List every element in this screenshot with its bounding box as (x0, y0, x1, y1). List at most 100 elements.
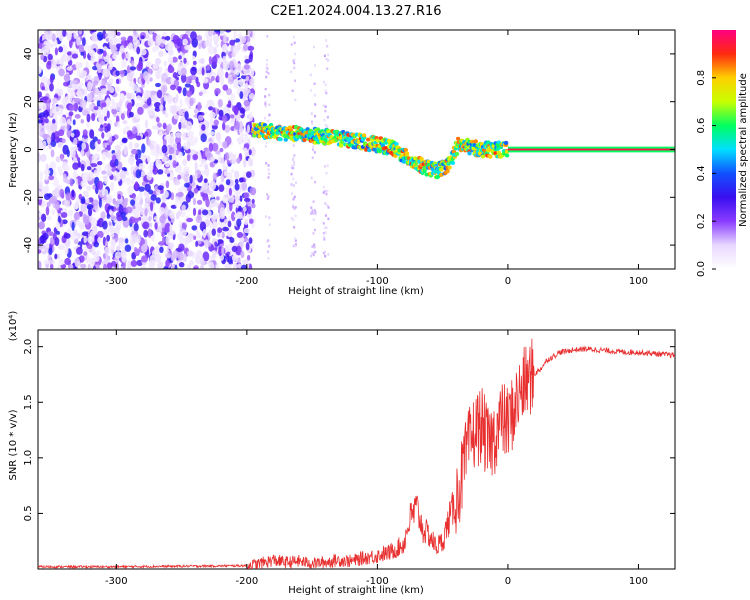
heatmap-cell (310, 206, 313, 209)
heatmap-cell (189, 139, 196, 146)
heatmap-cell (38, 139, 43, 149)
heatmap-cell (221, 246, 225, 256)
heatmap-cell (326, 125, 328, 128)
heatmap-cell (211, 228, 216, 236)
heatmap-cell (311, 245, 314, 248)
x-tick-label: -200 (236, 276, 259, 287)
heatmap-cell (222, 34, 227, 44)
heatmap-cell (201, 124, 206, 131)
heatmap-cell (159, 104, 164, 112)
heatmap-cell (182, 87, 187, 97)
heatmap-cell (222, 122, 226, 131)
heatmap-cell (160, 42, 165, 48)
heatmap-cell (233, 30, 237, 41)
heatmap-cell (178, 262, 185, 268)
heatmap-cell (154, 106, 161, 112)
heatmap-cell (247, 124, 250, 134)
heatmap-cell (211, 56, 218, 66)
heatmap-cell (292, 244, 295, 248)
heatmap-cell (120, 36, 127, 41)
heatmap-cell (189, 260, 194, 266)
heatmap-cell (236, 211, 243, 220)
heatmap-cell (220, 30, 225, 37)
heatmap-cell (46, 201, 51, 208)
heatmap-cell (324, 254, 327, 258)
heatmap-cell (73, 30, 78, 39)
heatmap-cell (171, 105, 178, 115)
heatmap-cell (215, 131, 222, 141)
heatmap-cell (106, 213, 111, 219)
heatmap-cell (181, 230, 187, 237)
heatmap-cell (103, 263, 107, 269)
heatmap-cell (178, 109, 184, 116)
heatmap-cell (178, 121, 182, 130)
heatmap-cell (121, 216, 128, 222)
x-tick-label: 100 (629, 576, 648, 587)
spectrogram-heatmap (38, 30, 675, 269)
heatmap-cell (227, 171, 233, 181)
heatmap-cell (178, 151, 183, 159)
heatmap-cell (181, 222, 188, 230)
heatmap-cell (120, 113, 125, 120)
heatmap-cell (51, 104, 57, 114)
heatmap-cell (216, 196, 220, 201)
heatmap-cell (41, 213, 47, 222)
heatmap-cell (264, 215, 267, 218)
heatmap-cell (201, 182, 209, 190)
heatmap-cell (106, 262, 113, 269)
heatmap-cell (178, 169, 183, 175)
heatmap-cell (144, 183, 151, 193)
heatmap-cell (101, 132, 105, 139)
snr-x-ticks: -300 -200 -100 0 100 (105, 330, 648, 587)
heatmap-cell (167, 55, 174, 64)
heatmap-cell (290, 217, 293, 220)
heatmap-cell (165, 253, 172, 259)
heatmap-cell (267, 176, 270, 179)
heatmap-cell (92, 184, 96, 190)
heatmap-cell (155, 70, 161, 80)
heatmap-cell (140, 48, 147, 56)
heatmap-cell (125, 206, 133, 214)
heatmap-cell (164, 135, 170, 141)
heatmap-cell (104, 33, 109, 38)
heatmap-cell (210, 192, 215, 198)
heatmap-cell (127, 260, 132, 269)
heatmap-cell (41, 86, 45, 91)
heatmap-cell (210, 198, 217, 208)
colorbar-tick-label: 0.4 (696, 165, 707, 181)
heatmap-cell (135, 102, 141, 108)
colorbar-ticks: 0.0 0.2 0.4 0.6 0.8 (696, 70, 716, 277)
heatmap-cell (122, 119, 128, 125)
heatmap-cell (73, 169, 77, 177)
heatmap-cell (91, 32, 97, 42)
heatmap-cell (52, 118, 56, 125)
heatmap-cell (80, 51, 85, 56)
heatmap-cell (324, 250, 326, 254)
heatmap-cell (78, 193, 83, 200)
heatmap-cell (58, 129, 65, 137)
heatmap-cell (228, 187, 232, 196)
heatmap-cell (151, 93, 155, 102)
heatmap-cell (322, 104, 325, 107)
heatmap-cell (237, 43, 241, 51)
heatmap-cell (243, 147, 248, 153)
heatmap-cell (222, 84, 229, 91)
heatmap-cell (200, 257, 205, 266)
heatmap-cell (50, 139, 57, 147)
heatmap-cell (312, 200, 315, 203)
heatmap-cell (67, 84, 71, 94)
heatmap-cell (78, 44, 85, 54)
heatmap-cell (49, 75, 54, 84)
heatmap-cell (238, 120, 243, 130)
heatmap-cell (82, 190, 89, 198)
heatmap-cell (121, 254, 127, 263)
heatmap-cell (222, 226, 230, 232)
heatmap-cell (92, 84, 96, 92)
heatmap-cell (86, 113, 91, 123)
heatmap-cell (163, 60, 167, 67)
heatmap-cell (208, 142, 214, 152)
heatmap-cell (314, 180, 317, 184)
heatmap-cell (228, 256, 233, 265)
heatmap-cell (66, 34, 72, 41)
heatmap-cell (150, 149, 157, 156)
